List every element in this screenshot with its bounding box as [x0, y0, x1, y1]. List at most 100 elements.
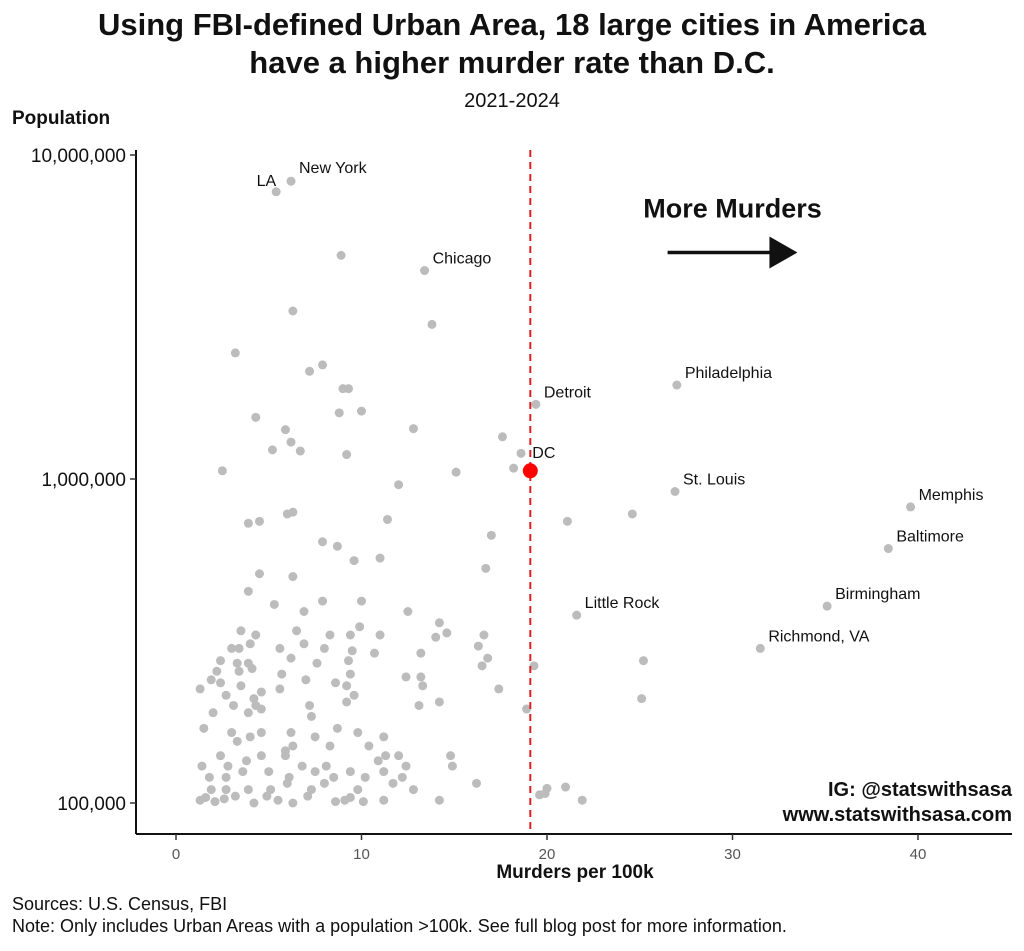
data-point [481, 563, 491, 573]
data-point [206, 785, 216, 795]
more-murders-annotation: More Murders [643, 194, 822, 224]
data-point [249, 798, 259, 808]
chart-title-line2: have a higher murder rate than D.C. [249, 45, 775, 80]
data-point [254, 569, 264, 579]
data-point [379, 795, 389, 805]
labeled-data-point [271, 187, 281, 197]
data-point [434, 697, 444, 707]
data-point [477, 661, 487, 671]
data-point [275, 643, 285, 653]
data-point [394, 751, 404, 761]
data-point [288, 507, 298, 517]
data-point [577, 795, 587, 805]
data-point [221, 772, 231, 782]
y-tick-label: 1,000,000 [41, 470, 126, 491]
labeled-data-point [670, 486, 680, 496]
data-point [227, 643, 237, 653]
data-point [431, 632, 441, 642]
data-point [299, 606, 309, 616]
data-point [280, 425, 290, 435]
point-label: Philadelphia [685, 365, 772, 382]
data-point [266, 785, 276, 795]
data-point [397, 772, 407, 782]
point-label: Memphis [919, 487, 984, 504]
data-point [360, 772, 370, 782]
data-point [269, 599, 279, 609]
x-tick-label: 10 [353, 846, 370, 863]
point-label: Birmingham [835, 586, 920, 603]
data-point [288, 798, 298, 808]
data-point [254, 516, 264, 526]
point-label: Detroit [544, 384, 592, 401]
data-point [301, 675, 311, 685]
labeled-data-point [572, 610, 582, 620]
data-point [637, 694, 647, 704]
data-point [277, 669, 287, 679]
data-point [305, 700, 315, 710]
data-point [357, 406, 366, 416]
data-point [286, 728, 296, 738]
data-point [306, 785, 316, 795]
data-point [232, 658, 242, 668]
watermark-instagram: IG: @statswithsasa [827, 779, 1012, 801]
data-point [199, 723, 209, 733]
x-tick-label: 30 [724, 846, 741, 863]
data-point [340, 795, 350, 805]
x-tick-label: 20 [539, 846, 556, 863]
data-point [310, 732, 320, 742]
data-point [288, 572, 298, 582]
data-point [336, 250, 346, 260]
data-point [447, 761, 457, 771]
data-point [353, 728, 363, 738]
data-point [288, 306, 298, 316]
data-point [479, 630, 489, 640]
data-point [331, 678, 341, 688]
data-point [297, 761, 307, 771]
point-label: Baltimore [896, 529, 964, 546]
data-point [542, 783, 552, 793]
data-point [318, 360, 328, 370]
data-point [342, 681, 352, 691]
data-point [219, 794, 229, 804]
data-point [286, 653, 296, 663]
data-point [256, 704, 266, 714]
y-axis-label: Population [12, 108, 111, 129]
data-point [286, 437, 296, 447]
data-point [262, 791, 272, 801]
data-point [562, 516, 572, 526]
data-point [319, 643, 329, 653]
data-point [401, 761, 411, 771]
labeled-data-point [906, 502, 916, 512]
data-point [238, 767, 248, 777]
data-point [344, 384, 354, 394]
data-point [516, 448, 526, 458]
data-point [273, 795, 283, 805]
data-point [345, 630, 355, 640]
data-point [243, 708, 253, 718]
data-point [373, 756, 383, 766]
data-point [288, 741, 298, 751]
data-point [394, 480, 404, 490]
data-point [434, 795, 444, 805]
data-point [331, 797, 341, 807]
data-point [310, 767, 320, 777]
data-point [473, 641, 483, 651]
data-point [318, 596, 328, 606]
point-label: Chicago [433, 251, 492, 268]
data-point [256, 751, 266, 761]
data-point [245, 732, 255, 742]
data-point [299, 639, 309, 649]
data-point [247, 664, 257, 674]
data-point [349, 690, 359, 700]
labeled-data-point [883, 544, 893, 554]
data-point [388, 778, 398, 788]
data-point [201, 792, 211, 802]
point-label: Richmond, VA [768, 628, 869, 645]
data-point [427, 319, 437, 329]
data-point [418, 681, 428, 691]
labeled-data-point [531, 399, 541, 409]
arrow-head-icon [769, 236, 798, 269]
data-point [345, 669, 355, 679]
data-point [210, 797, 220, 807]
data-point [472, 778, 482, 788]
